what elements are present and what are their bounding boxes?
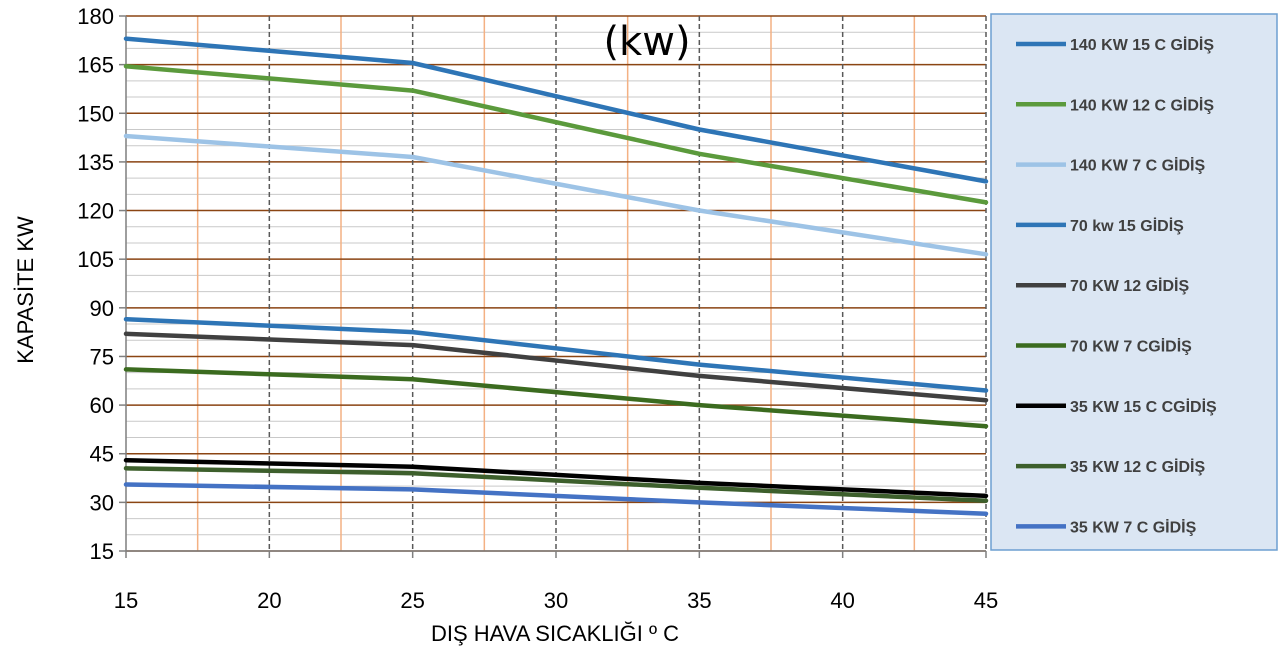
y-tick-label: 60 — [90, 393, 114, 418]
y-tick-label: 105 — [77, 247, 114, 272]
y-tick-label: 45 — [90, 442, 114, 467]
x-tick-label: 45 — [974, 588, 998, 613]
legend-label: 70 kw 15 GİDİŞ — [1070, 217, 1184, 235]
y-tick-label: 15 — [90, 539, 114, 564]
series-line-3 — [123, 133, 989, 257]
series-line-9 — [123, 482, 989, 516]
y-axis-title: KAPASİTE KW — [13, 216, 38, 364]
series-line-8 — [123, 466, 989, 503]
x-tick-label: 35 — [687, 588, 711, 613]
chart-title: (kw) — [603, 19, 690, 65]
x-tick-label: 40 — [830, 588, 854, 613]
series-line-4 — [123, 316, 989, 393]
legend-label: 140 KW 12 C GİDİŞ — [1070, 96, 1214, 114]
legend-label: 140 KW 7 C GİDİŞ — [1070, 157, 1205, 175]
legend: 140 KW 15 C GİDİŞ 140 KW 12 C GİDİŞ 140 KW… — [990, 13, 1278, 551]
y-tick-label: 150 — [77, 101, 114, 126]
series-line-2 — [123, 64, 989, 205]
x-tick-label: 25 — [400, 588, 424, 613]
legend-label: 70 KW 7 CGİDİŞ — [1070, 338, 1192, 356]
y-tick-label: 120 — [77, 199, 114, 224]
y-tick-label: 180 — [77, 4, 114, 29]
y-tick-labels: 15 30 45 60 75 90 105 120 135 150 165 180 — [77, 4, 114, 564]
x-tick-labels: 15 20 25 30 35 40 45 — [114, 588, 998, 613]
x-tick-label: 15 — [114, 588, 138, 613]
series-line-7 — [123, 457, 989, 499]
series-lines — [123, 36, 989, 516]
legend-label: 35 KW 7 C GİDİŞ — [1070, 518, 1197, 536]
series-line-5 — [123, 331, 989, 403]
y-tick-label: 90 — [90, 296, 114, 321]
y-tick-label: 165 — [77, 53, 114, 78]
legend-label: 35 KW 15 C CGİDİŞ — [1070, 398, 1217, 416]
legend-label: 140 KW 15 C GİDİŞ — [1070, 36, 1214, 54]
y-tick-label: 135 — [77, 150, 114, 175]
x-axis-title: DIŞ HAVA SICAKLIĞI º C — [431, 621, 679, 646]
y-tick-label: 30 — [90, 490, 114, 515]
x-tick-label: 20 — [257, 588, 281, 613]
legend-label: 35 KW 12 C GİDİŞ — [1070, 458, 1205, 476]
x-tick-label: 30 — [544, 588, 568, 613]
y-tick-label: 75 — [90, 344, 114, 369]
legend-label: 70 KW 12 GİDİŞ — [1070, 277, 1189, 295]
series-line-6 — [123, 367, 989, 429]
series-line-1 — [123, 36, 989, 184]
